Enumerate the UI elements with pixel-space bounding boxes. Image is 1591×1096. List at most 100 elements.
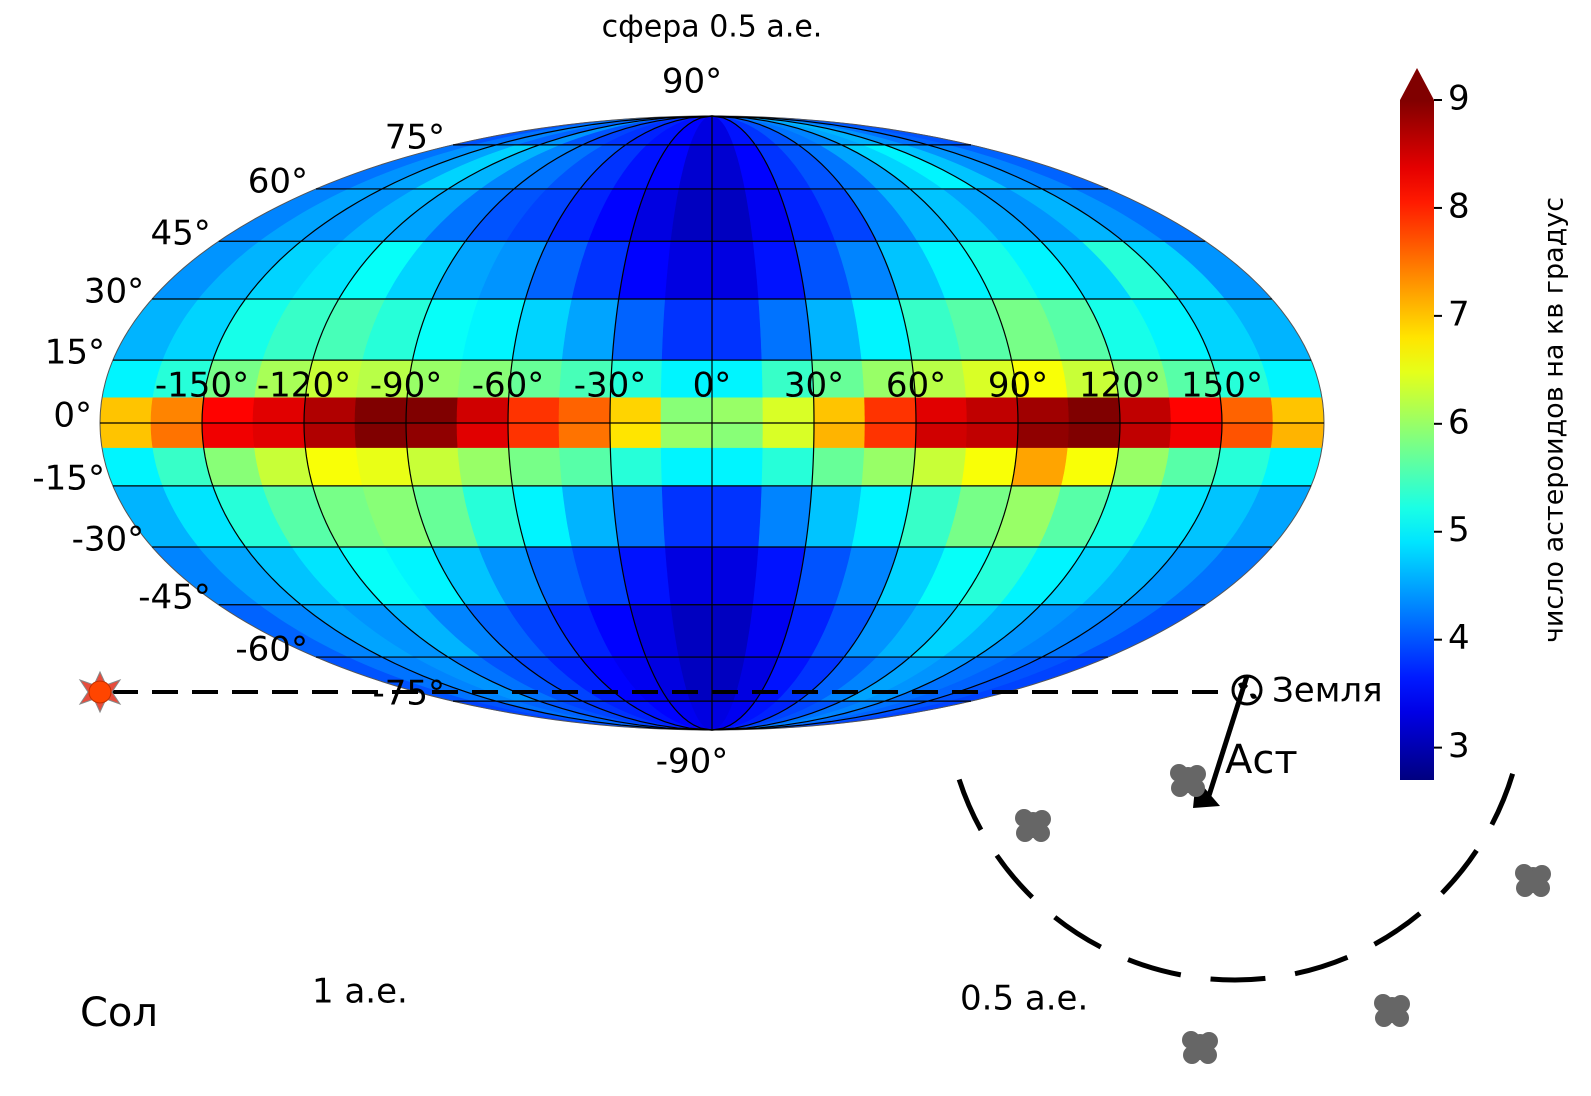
heat-cell	[457, 423, 509, 448]
lat-tick-label: 30°	[84, 271, 144, 311]
lon-tick-label: -120°	[257, 366, 351, 406]
heat-cell	[661, 423, 712, 448]
heat-cell	[610, 423, 661, 448]
heat-cell	[1068, 423, 1120, 448]
heat-cell	[562, 299, 619, 360]
heat-cell	[712, 299, 762, 360]
heat-cell	[253, 423, 305, 448]
heat-cell	[100, 398, 153, 423]
heat-cell	[814, 423, 865, 448]
heat-cell	[612, 299, 665, 360]
lat-tick-label: 0°	[53, 396, 92, 436]
heat-cell	[915, 423, 967, 448]
lat-tick-label: 90°	[662, 62, 722, 102]
asteroids	[1015, 764, 1551, 1064]
colorbar: 3 4 5 6 7 8 9	[1400, 68, 1470, 780]
radius-label: 0.5 а.е.	[960, 979, 1088, 1019]
heat-cell	[662, 486, 712, 547]
sun-label: Сол	[80, 990, 158, 1036]
heat-cell	[966, 423, 1018, 448]
heat-cell	[509, 448, 563, 486]
heat-cell	[865, 423, 917, 448]
heat-cell	[712, 486, 762, 547]
heat-cell	[100, 423, 153, 448]
heat-cell	[1261, 448, 1322, 486]
heat-cell	[1211, 448, 1271, 486]
lat-tick-label: -45°	[138, 577, 211, 617]
colorbar-extend	[1400, 68, 1434, 100]
heat-cell	[204, 448, 263, 486]
lat-tick-label: -90°	[656, 742, 729, 782]
heat-cell	[759, 486, 812, 547]
lat-tick-label: -15°	[32, 458, 105, 498]
heat-cell	[560, 448, 613, 486]
heat-cell	[712, 547, 759, 605]
heat-cell	[812, 448, 865, 486]
heat-cell	[202, 423, 255, 448]
lat-tick-label: 75°	[385, 117, 445, 157]
colorbar-fill	[1400, 100, 1434, 780]
colorbar-tick-label: 7	[1448, 294, 1470, 334]
heat-cell	[712, 241, 759, 299]
lon-tick-label: 90°	[988, 366, 1048, 406]
heat-cell	[1169, 423, 1222, 448]
heat-cell	[763, 423, 814, 448]
heat-cell	[712, 423, 763, 448]
heat-cell	[1271, 398, 1324, 423]
lat-tick-label: 45°	[151, 214, 211, 254]
heat-cell	[805, 299, 862, 360]
heat-cell	[612, 486, 665, 547]
heat-cell	[962, 448, 1017, 486]
heat-cell	[662, 299, 712, 360]
earth-label: Земля	[1272, 671, 1383, 711]
lon-tick-label: -30°	[574, 366, 647, 406]
lat-tick-label: 15°	[45, 333, 105, 373]
heat-cell	[1271, 423, 1324, 448]
distance-label: 1 а.е.	[312, 972, 408, 1012]
heat-cell	[255, 448, 313, 486]
heat-cell	[912, 448, 966, 486]
heat-cell	[661, 448, 712, 486]
lon-tick-label: -60°	[472, 366, 545, 406]
heat-cell	[305, 448, 362, 486]
lat-tick-label: -30°	[72, 520, 145, 560]
heat-cell	[356, 448, 412, 486]
asteroid-label: Аст	[1225, 737, 1298, 783]
colorbar-label: число астероидов на кв градус	[1539, 197, 1570, 643]
figure: сфера 0.5 а.е. 90°75°60°45°30°15°0°-15°-…	[0, 0, 1591, 1096]
heat-cell	[665, 547, 712, 605]
heat-cell	[1119, 423, 1171, 448]
lon-tick-label: -90°	[370, 366, 443, 406]
heat-cell	[862, 448, 916, 486]
lon-tick-label: 30°	[784, 366, 844, 406]
heat-cell	[1012, 448, 1068, 486]
colorbar-tick-label: 9	[1448, 79, 1470, 119]
heat-cell	[304, 423, 356, 448]
lon-tick-label: 0°	[693, 366, 732, 406]
colorbar-tick-label: 3	[1448, 726, 1470, 766]
lon-tick-label: 120°	[1079, 366, 1161, 406]
heat-cell	[1220, 423, 1273, 448]
colorbar-tick-label: 6	[1448, 402, 1470, 442]
map: 90°75°60°45°30°15°0°-15°-30°-45°-60°-75°…	[32, 62, 1324, 782]
heat-cell	[355, 423, 407, 448]
heat-cell	[508, 423, 560, 448]
heat-cell	[1161, 448, 1220, 486]
lon-tick-label: 60°	[886, 366, 946, 406]
chart-title: сфера 0.5 а.е.	[602, 10, 823, 45]
heat-cell	[153, 448, 213, 486]
heat-cell	[562, 486, 619, 547]
heat-cell	[1261, 360, 1322, 398]
heat-cell	[407, 448, 462, 486]
heat-cell	[759, 299, 812, 360]
colorbar-tick-label: 4	[1448, 618, 1470, 658]
colorbar-tick-label: 5	[1448, 510, 1470, 550]
heat-cell	[151, 423, 204, 448]
heat-cell	[805, 486, 862, 547]
colorbar-tick-label: 8	[1448, 186, 1470, 226]
heat-cell	[712, 448, 763, 486]
heat-cell	[559, 423, 610, 448]
heat-cell	[458, 448, 512, 486]
heat-cell	[406, 423, 458, 448]
heat-cell	[1061, 448, 1118, 486]
